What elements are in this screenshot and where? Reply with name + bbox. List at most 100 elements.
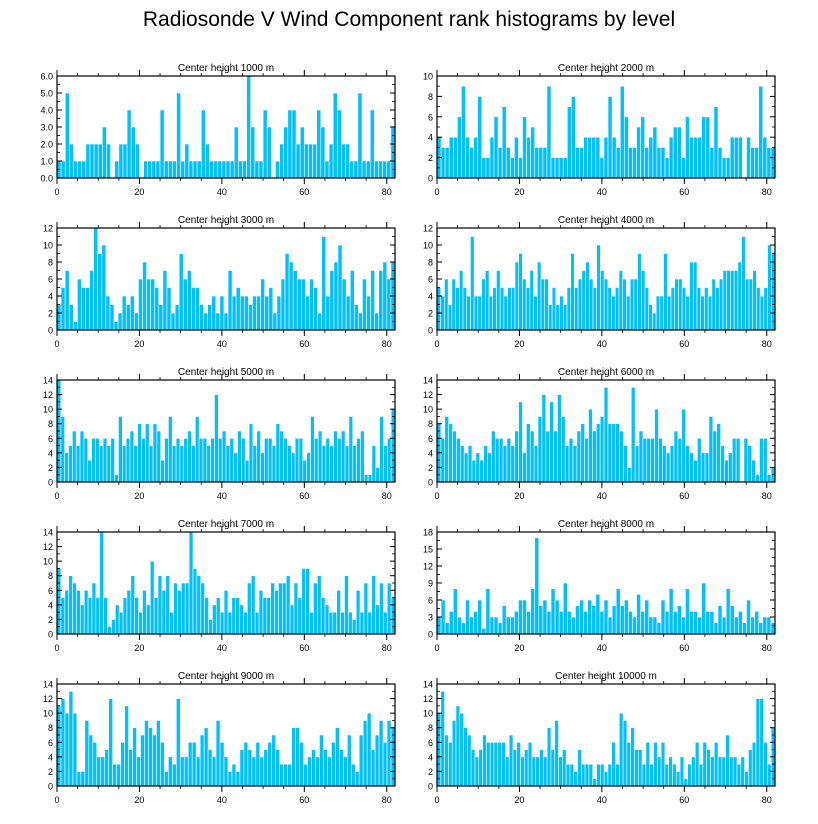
histogram-bar [280,278,286,331]
histogram-bar [60,160,66,179]
histogram-bar [99,531,104,635]
histogram-bar [725,588,731,635]
y-tick-label: 6 [428,112,433,122]
histogram-bar [685,445,690,483]
histogram-bar [132,727,137,787]
histogram-bar [619,85,625,179]
panel-title: Center height 8000 m [558,519,654,530]
histogram-bar [83,437,89,483]
histogram-bar [258,160,264,179]
histogram-bar [242,160,247,179]
histogram-panel: Center height 2000 m 0 2 4 6 8 10 0 20 40 60 80 [423,63,776,197]
histogram-bar [566,287,572,331]
histogram-bar [664,157,670,179]
histogram-bar [733,136,739,179]
histogram-bar [646,437,651,483]
histogram-bar [747,445,752,483]
histogram-bar [191,445,196,483]
histogram-bar [303,763,308,787]
histogram-bar [153,597,159,635]
histogram-bar [713,741,719,787]
x-tick-label: 0 [434,491,439,501]
histogram-bar [650,437,655,483]
y-tick-label: 12 [43,390,53,400]
histogram-bar [178,253,184,331]
histogram-bar [204,597,209,635]
histogram-bar [239,604,244,635]
histogram-bar [324,160,330,179]
histogram-bar [730,270,735,331]
histogram-bar [309,611,314,635]
histogram-bar [130,126,136,179]
y-tick-label: 6 [48,434,53,444]
histogram-bar [623,445,628,483]
y-tick-label: 0 [428,174,433,184]
histogram-bar [79,430,85,483]
y-tick-label: 10 [43,241,53,251]
histogram-bar [467,445,473,483]
histogram-bar [516,741,521,787]
histogram-bar [550,157,556,179]
histogram-bar [740,756,745,787]
y-tick-label: 14 [423,376,433,386]
histogram-bar [243,611,248,635]
histogram-bar [332,92,338,179]
histogram-bar [611,295,616,331]
histogram-bar [134,312,139,331]
histogram-bar [291,109,297,179]
histogram-bar [554,599,560,635]
histogram-bar [207,304,213,331]
histogram-bar [219,741,225,787]
histogram-bar [763,437,768,483]
y-tick-label: 4 [48,752,53,762]
histogram-bar [287,445,292,483]
y-tick-label: 0 [48,326,53,336]
histogram-bar [223,589,229,635]
histogram-bar [77,160,83,179]
histogram-bar [672,611,678,635]
histogram-bar [124,705,129,787]
histogram-bar [97,253,103,331]
y-tick-label: 14 [43,680,53,690]
x-tick-label: 20 [134,491,144,501]
histogram-bar [310,416,315,483]
histogram-bar [533,295,538,331]
histogram-bar [628,611,633,635]
histogram-bar [64,452,69,483]
histogram-bar [725,157,731,179]
histogram-bar [512,749,518,787]
histogram-bar [91,437,96,483]
histogram-bar [87,459,92,483]
y-tick-label: 5.0 [40,89,53,99]
histogram-bar [611,605,617,635]
histogram-bar [284,253,290,331]
histogram-bar [72,430,77,483]
histogram-bar [202,437,208,483]
histogram-bar [72,582,77,635]
histogram-bar [283,763,288,787]
histogram-bar [106,143,111,179]
histogram-bar [585,261,590,331]
histogram-bar [665,452,671,483]
histogram-bar [565,763,571,787]
histogram-bar [541,394,547,483]
histogram-bar [501,605,507,635]
histogram-bar [636,126,641,179]
histogram-bar [337,437,342,483]
histogram-bar [549,401,554,483]
histogram-bar [455,287,460,331]
histogram-bar [748,278,754,331]
histogram-bar [374,160,379,179]
histogram-bar [356,437,361,483]
histogram-bar [352,445,357,483]
histogram-bar [250,126,256,179]
histogram-bar [219,295,225,331]
histogram-bar [626,741,631,787]
histogram-bar [291,727,296,787]
histogram-bar [225,445,231,483]
histogram-bar [460,445,465,483]
histogram-bar [505,147,511,179]
histogram-bar [754,611,760,635]
histogram-bar [743,437,749,483]
x-tick-label: 80 [382,795,392,805]
